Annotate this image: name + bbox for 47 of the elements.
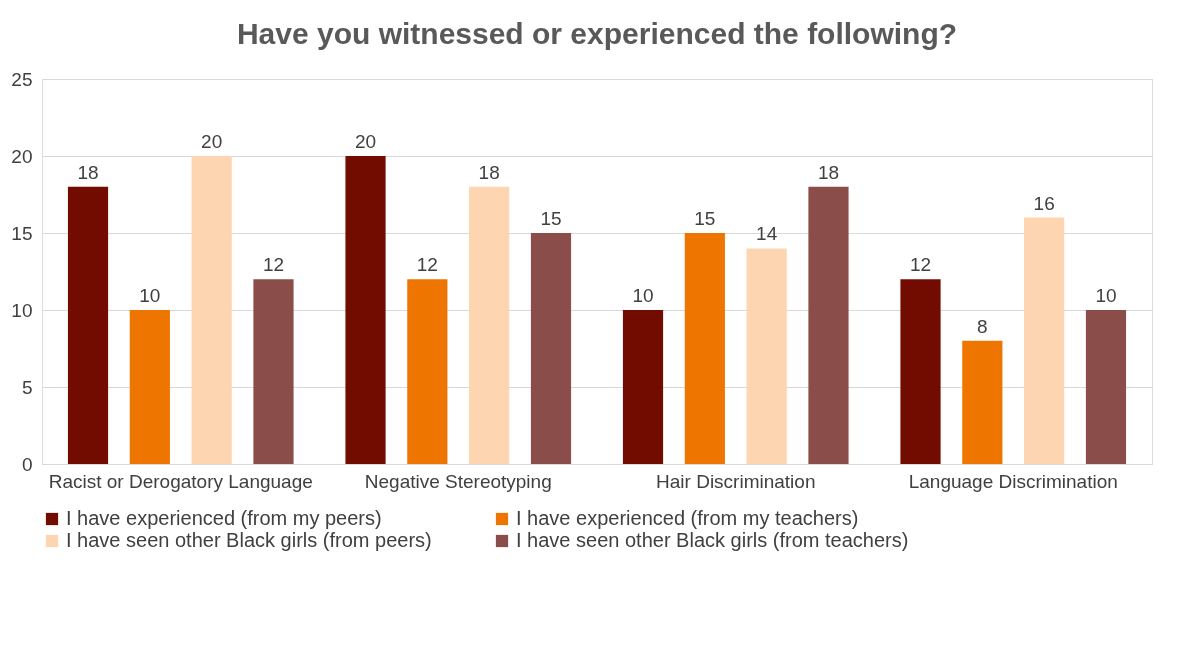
bar [345,156,386,464]
data-label: 12 [416,254,438,276]
data-label: 20 [354,131,377,152]
y-tick-label: 20 [11,145,33,167]
data-label: 12 [909,254,932,276]
y-tick-label: 0 [21,453,33,475]
y-tick-label: 5 [21,376,33,398]
bar [129,310,170,464]
bar [191,156,232,464]
x-tick-label: Hair Discrimination [656,470,816,492]
bar [962,340,1003,464]
x-tick-label: Language Discrimination [908,470,1118,492]
x-tick-label: Negative Stereotyping [364,470,552,492]
bar [67,186,109,464]
bar [530,233,572,464]
data-label: 10 [139,285,161,306]
y-tick-label: 10 [11,299,33,321]
bar [900,279,941,464]
bar [1024,217,1065,464]
y-tick-label: 15 [11,222,33,244]
data-label: 10 [1095,285,1117,306]
x-tick-label: Racist or Derogatory Language [48,470,313,492]
data-label: 18 [478,161,500,183]
data-label: 20 [201,131,223,152]
data-label: 12 [262,254,285,276]
bar [469,186,510,464]
legend-label: I have seen other Black girls (from teachers) [516,529,909,551]
data-label: 8 [977,315,988,337]
legend-label: I have experienced (from my teachers) [516,507,859,529]
data-label: 18 [817,161,840,183]
data-label: 16 [1033,192,1055,214]
legend-label: I have seen other Black girls (from peers) [66,529,432,551]
bar [808,186,849,464]
y-tick-label: 25 [11,68,33,90]
bar [1085,310,1127,464]
data-label: 10 [632,285,654,306]
bar [684,233,725,464]
bar [253,279,294,464]
bar [746,248,787,464]
bar [407,279,448,464]
data-label: 15 [694,208,716,229]
chart-title: Have you witnessed or experienced the following? [236,17,958,50]
legend-label: I have experienced (from my peers) [66,507,382,529]
data-label: 14 [756,223,778,245]
data-label: 18 [77,161,99,183]
data-label: 15 [540,208,562,229]
bar [622,310,664,464]
